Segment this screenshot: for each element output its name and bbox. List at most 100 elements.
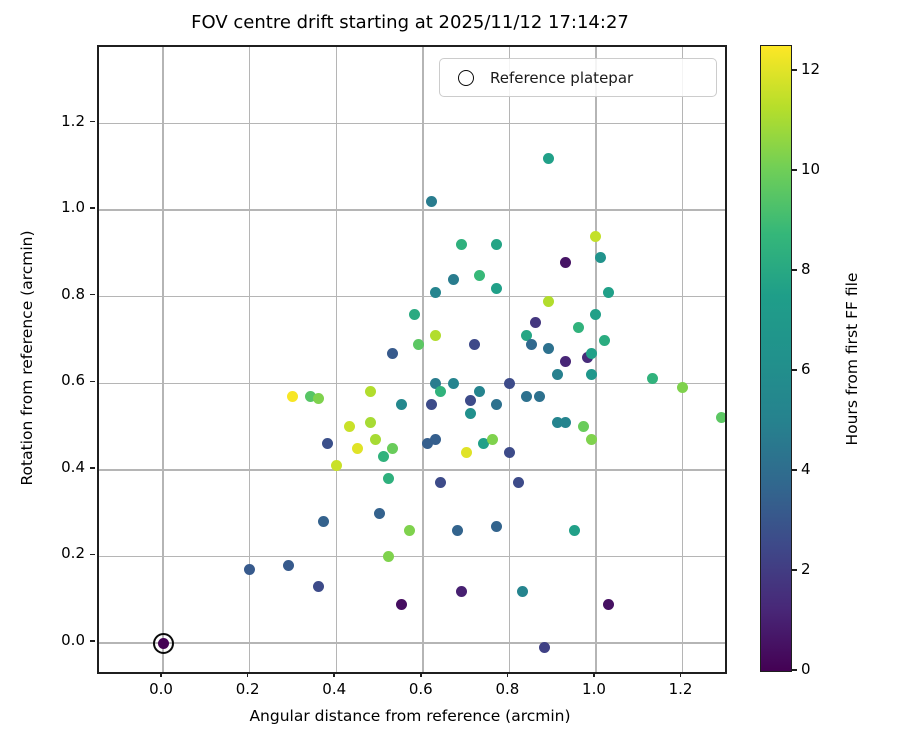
scatter-point xyxy=(542,343,554,355)
x-gridline xyxy=(681,47,684,672)
x-gridline xyxy=(162,47,164,672)
scatter-point xyxy=(430,434,442,446)
x-tick-label: 1.2 xyxy=(668,680,693,698)
scatter-point xyxy=(560,356,572,368)
scatter-point xyxy=(395,399,407,411)
scatter-point xyxy=(538,641,550,653)
scatter-point xyxy=(447,273,459,285)
reference-platepar-ring-icon xyxy=(152,632,174,654)
scatter-point xyxy=(244,563,256,575)
y-gridline xyxy=(99,122,725,125)
x-tick-label: 0.0 xyxy=(149,680,173,698)
colorbar-tick-label: 12 xyxy=(801,60,821,78)
x-axis-label: Angular distance from reference (arcmin) xyxy=(249,707,571,725)
scatter-point xyxy=(490,239,502,251)
scatter-point xyxy=(387,442,399,454)
scatter-point xyxy=(512,477,524,489)
x-tick-mark xyxy=(679,672,682,677)
scatter-point xyxy=(425,196,437,208)
y-gridline xyxy=(99,642,725,644)
scatter-point xyxy=(317,516,329,528)
x-gridline xyxy=(508,47,511,672)
y-axis-label: Rotation from reference (arcmin) xyxy=(18,230,36,486)
colorbar-tick-label: 2 xyxy=(801,560,811,578)
legend-label: Reference platepar xyxy=(490,68,634,87)
x-tick-label: 0.6 xyxy=(408,680,433,698)
legend: Reference platepar xyxy=(439,58,717,97)
scatter-point xyxy=(456,239,468,251)
scatter-point xyxy=(521,390,533,402)
scatter-point xyxy=(412,338,424,350)
y-tick-mark xyxy=(90,120,95,123)
scatter-point xyxy=(473,269,485,281)
y-tick-label: 0.8 xyxy=(61,284,85,303)
x-tick-label: 1.0 xyxy=(582,680,606,698)
scatter-point xyxy=(404,524,416,536)
colorbar-tick-label: 10 xyxy=(801,160,821,178)
scatter-point xyxy=(551,369,563,381)
colorbar-tick-label: 6 xyxy=(801,360,811,378)
scatter-point xyxy=(352,442,364,454)
scatter-point xyxy=(477,438,489,450)
colorbar-tick-label: 4 xyxy=(801,460,811,478)
y-tick-mark xyxy=(90,380,95,383)
x-gridline xyxy=(422,47,424,672)
scatter-point xyxy=(304,390,316,402)
x-tick-mark xyxy=(593,672,595,677)
scatter-point xyxy=(365,386,377,398)
colorbar-tick-mark xyxy=(792,569,797,571)
plot-area: Reference platepar xyxy=(97,45,727,674)
scatter-point xyxy=(434,386,446,398)
scatter-point xyxy=(586,369,598,381)
scatter-point xyxy=(330,460,342,472)
x-tick-label: 0.8 xyxy=(495,680,520,698)
plot-title: FOV centre drift starting at 2025/11/12 … xyxy=(191,12,629,33)
y-gridline xyxy=(99,296,725,298)
scatter-point xyxy=(382,550,394,562)
scatter-point xyxy=(503,377,515,389)
scatter-point xyxy=(451,524,463,536)
y-gridline xyxy=(99,209,725,211)
colorbar-tick-label: 8 xyxy=(801,260,811,278)
scatter-point xyxy=(503,447,515,459)
y-tick-mark xyxy=(90,293,95,296)
colorbar-tick-mark xyxy=(792,169,797,171)
y-tick-mark xyxy=(90,467,95,469)
scatter-point xyxy=(560,416,572,428)
scatter-point xyxy=(430,377,442,389)
y-gridline xyxy=(99,382,725,384)
scatter-point xyxy=(525,338,537,350)
scatter-point xyxy=(395,598,407,610)
scatter-point xyxy=(542,152,554,164)
scatter-point xyxy=(573,321,585,333)
scatter-point xyxy=(534,390,546,402)
x-tick-mark xyxy=(246,672,249,677)
scatter-point xyxy=(456,585,468,597)
scatter-point xyxy=(283,559,295,571)
y-tick-mark xyxy=(90,640,95,642)
colorbar-tick-mark xyxy=(792,669,797,671)
scatter-point xyxy=(430,286,442,298)
x-tick-mark xyxy=(160,672,162,677)
scatter-point xyxy=(586,434,598,446)
y-gridline xyxy=(99,469,725,471)
scatter-point xyxy=(434,477,446,489)
scatter-point xyxy=(542,295,554,307)
scatter-point xyxy=(490,520,502,532)
scatter-point xyxy=(313,581,325,593)
colorbar-tick-mark xyxy=(792,269,797,271)
scatter-point xyxy=(322,438,334,450)
scatter-point xyxy=(521,330,533,342)
scatter-point xyxy=(387,347,399,359)
scatter-point xyxy=(490,282,502,294)
scatter-point xyxy=(551,416,563,428)
colorbar-tick-mark xyxy=(792,69,797,71)
scatter-point xyxy=(460,447,472,459)
scatter-point xyxy=(430,330,442,342)
y-tick-mark xyxy=(90,207,95,209)
reference-platepar-marker-icon xyxy=(458,69,474,86)
scatter-point xyxy=(529,317,541,329)
scatter-point xyxy=(464,395,476,407)
colorbar-tick-label: 0 xyxy=(801,660,811,678)
scatter-point xyxy=(378,451,390,463)
